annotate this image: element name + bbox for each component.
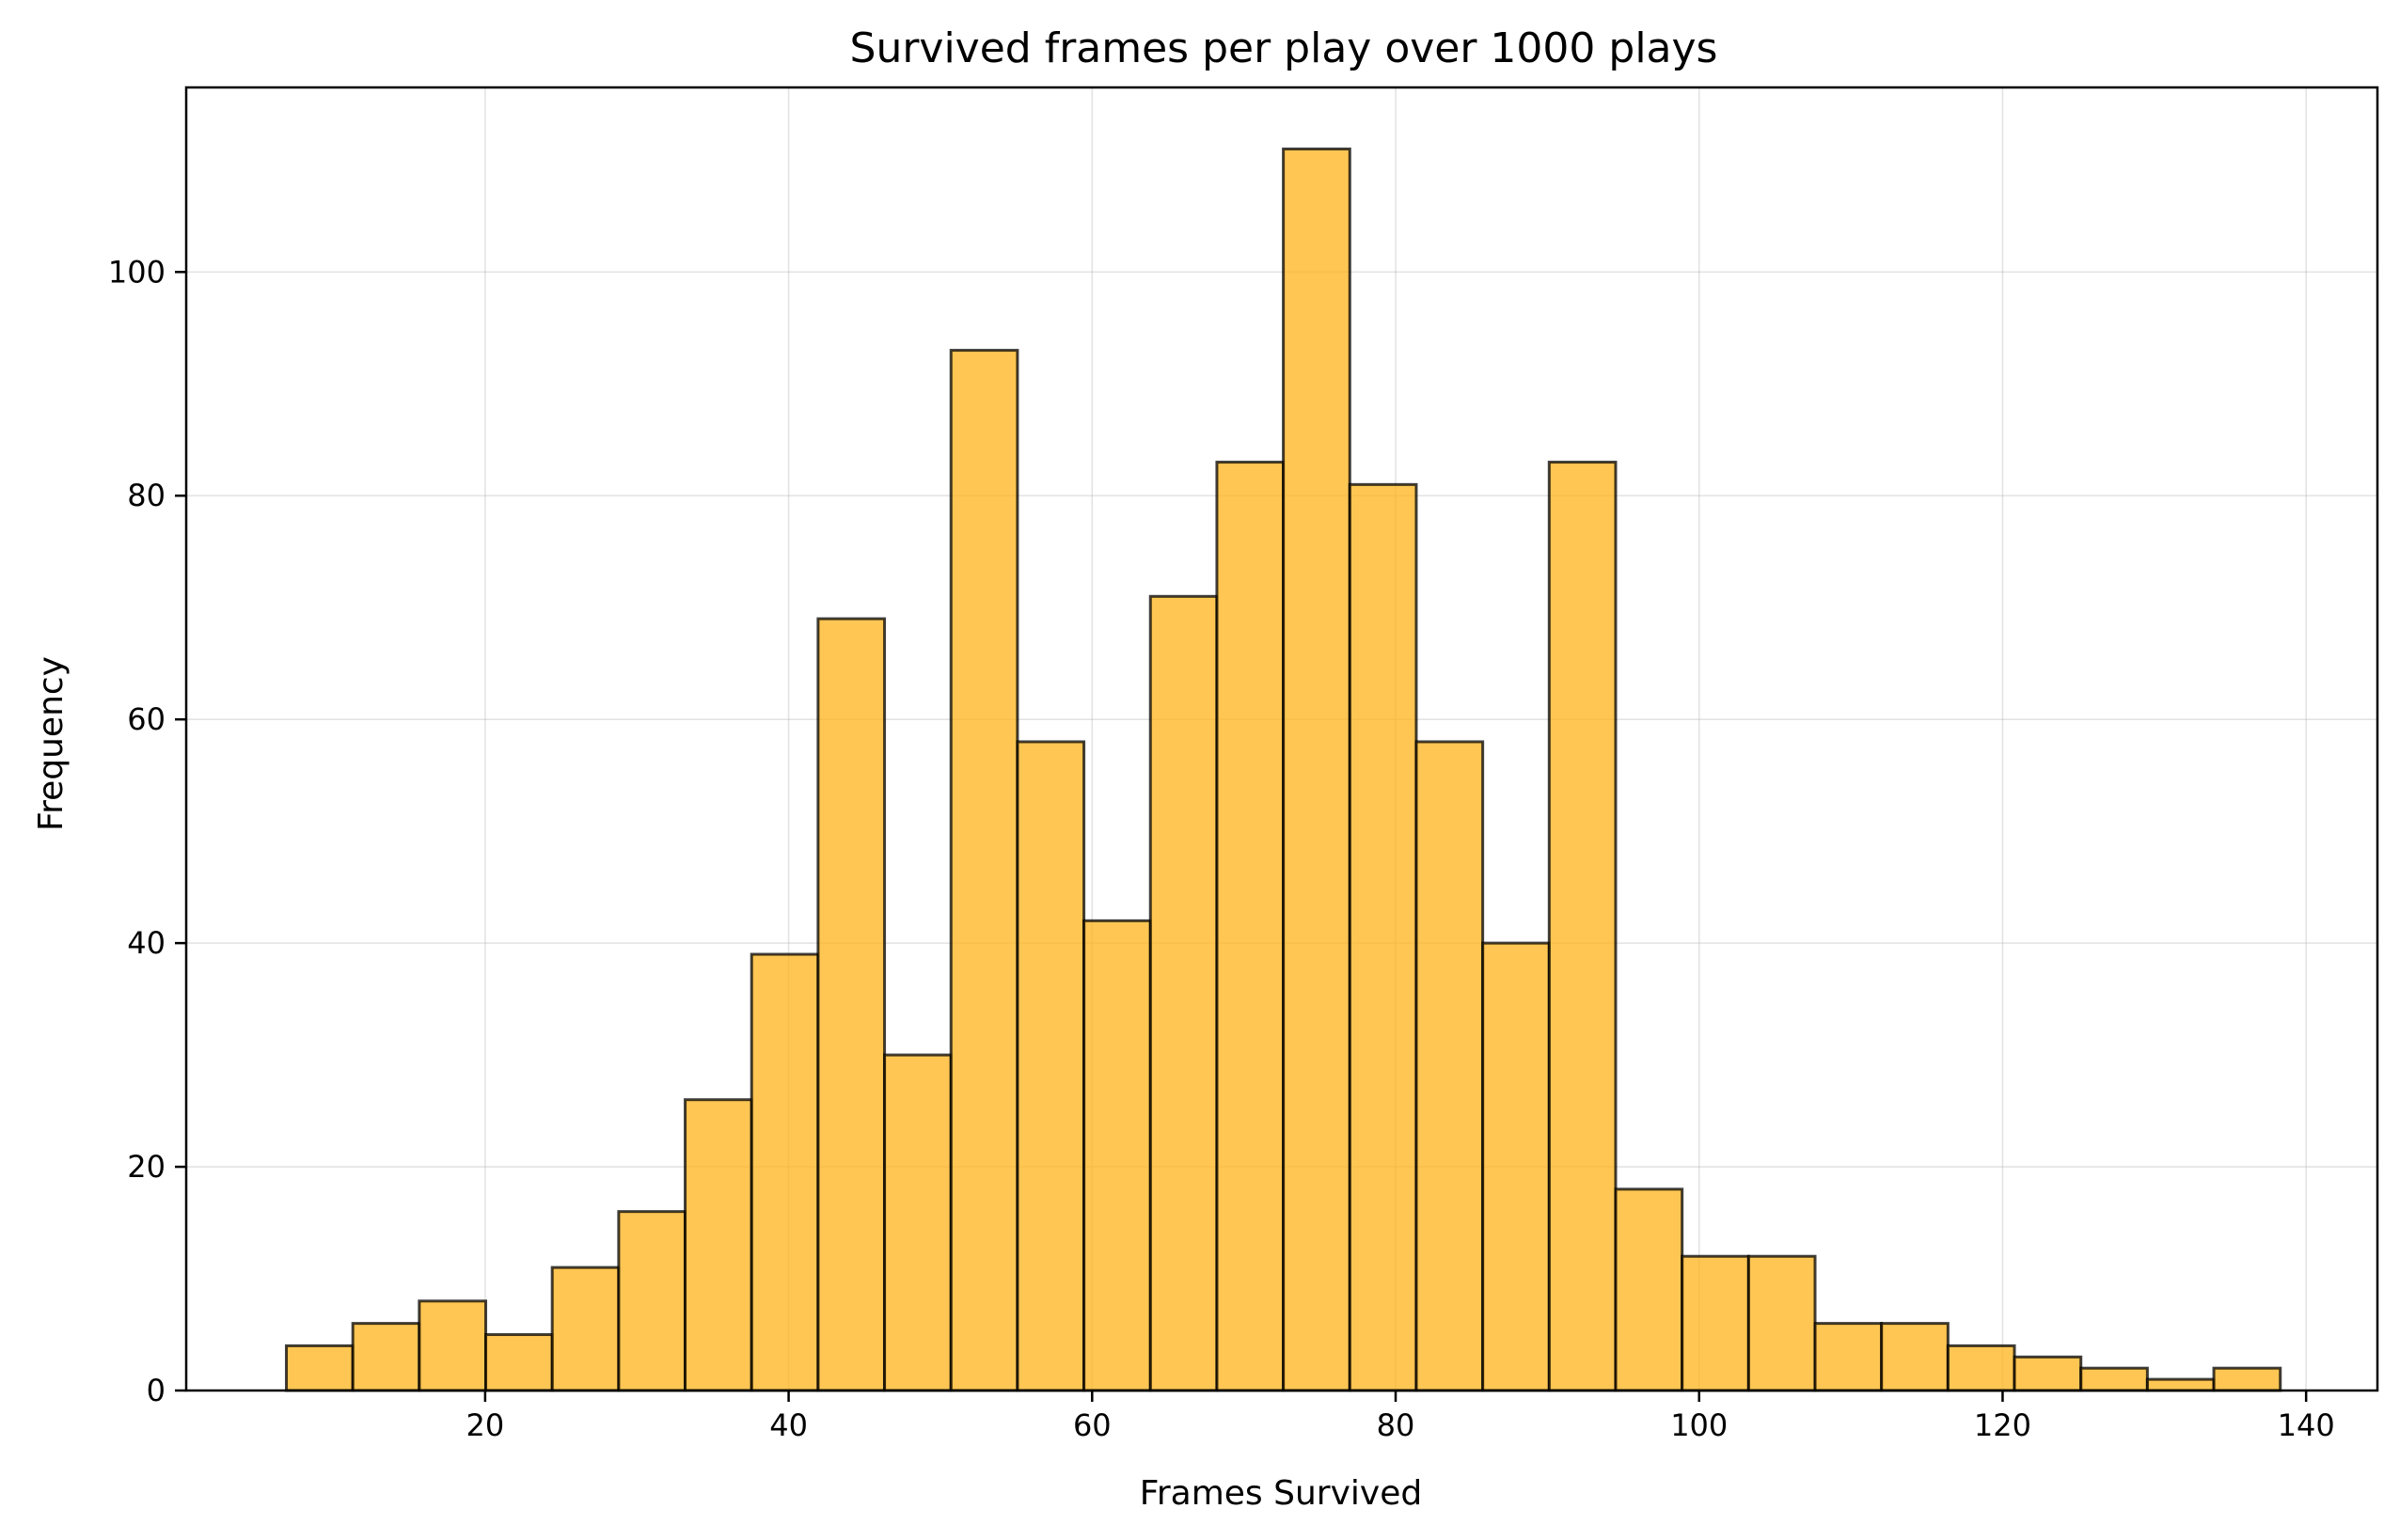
x-tick-label: 100 bbox=[1670, 1407, 1728, 1443]
y-axis-ticks: 0 20 40 60 80 100 bbox=[108, 254, 186, 1408]
histogram-bar bbox=[816, 617, 887, 1392]
y-axis-label: Frequency bbox=[32, 656, 71, 831]
histogram-bar bbox=[284, 1344, 355, 1392]
x-tick-label: 140 bbox=[2278, 1407, 2335, 1443]
histogram-bar bbox=[1414, 740, 1485, 1392]
bars bbox=[284, 147, 2282, 1392]
histogram-bar bbox=[1746, 1254, 1817, 1392]
histogram-bar bbox=[2145, 1377, 2216, 1392]
histogram-bar bbox=[684, 1098, 753, 1392]
y-tick-label: 20 bbox=[127, 1149, 166, 1185]
histogram-bar bbox=[1148, 594, 1219, 1392]
histogram-bar bbox=[949, 349, 1019, 1392]
histogram-bar bbox=[1282, 147, 1351, 1392]
histogram-bar bbox=[750, 952, 820, 1392]
histogram-bar bbox=[1681, 1254, 1750, 1392]
y-tick-label: 100 bbox=[108, 254, 166, 290]
histogram-bar bbox=[1016, 740, 1086, 1392]
y-tick-label: 80 bbox=[127, 478, 166, 513]
histogram-bar bbox=[1946, 1344, 2016, 1392]
histogram-bar bbox=[1481, 941, 1551, 1392]
y-tick-label: 40 bbox=[127, 925, 166, 961]
histogram-bar bbox=[1880, 1322, 1950, 1392]
x-axis-label: Frames Survived bbox=[1140, 1474, 1422, 1513]
chart-title: Survived frames per play over 1000 plays bbox=[850, 24, 1718, 72]
histogram-bar bbox=[351, 1322, 421, 1392]
histogram-bar bbox=[883, 1053, 953, 1392]
x-axis-ticks: 20 40 60 80 100 120 140 bbox=[466, 1391, 2335, 1443]
x-tick-label: 60 bbox=[1073, 1407, 1112, 1443]
histogram-bar bbox=[1614, 1187, 1684, 1392]
histogram-bar bbox=[1215, 461, 1286, 1392]
histogram-bar bbox=[2212, 1366, 2282, 1392]
histogram-bar bbox=[1082, 919, 1152, 1392]
y-tick-label: 60 bbox=[127, 701, 166, 737]
histogram-bar bbox=[1813, 1322, 1884, 1392]
x-tick-label: 20 bbox=[466, 1407, 505, 1443]
x-tick-label: 80 bbox=[1377, 1407, 1415, 1443]
histogram-bar bbox=[550, 1265, 621, 1392]
x-tick-label: 120 bbox=[1974, 1407, 2031, 1443]
histogram-bar bbox=[418, 1299, 488, 1392]
histogram-bar bbox=[1348, 482, 1418, 1392]
histogram-bar bbox=[2013, 1355, 2083, 1392]
histogram-bar bbox=[484, 1333, 554, 1392]
plot-frame bbox=[184, 86, 2379, 1392]
histogram-bar bbox=[617, 1210, 687, 1392]
histogram-bar bbox=[2079, 1366, 2149, 1392]
y-tick-label: 0 bbox=[147, 1373, 166, 1408]
histogram-bar bbox=[1547, 461, 1618, 1392]
x-tick-label: 40 bbox=[769, 1407, 808, 1443]
